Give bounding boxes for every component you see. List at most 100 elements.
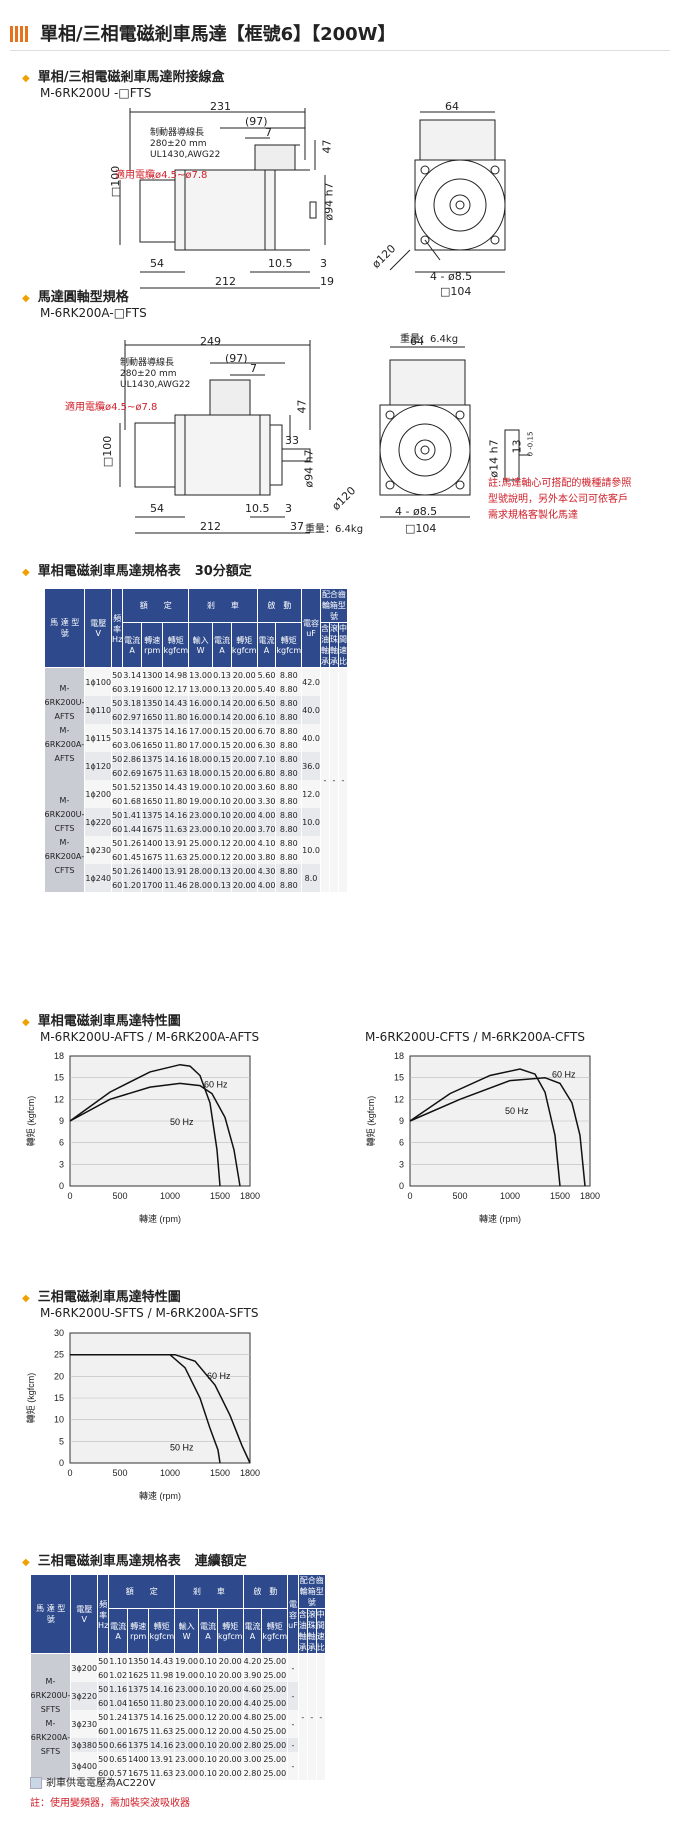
table1-heading: ◆ 單相電磁剎車馬達規格表 30分額定 [22,564,252,579]
value-cell: 11.63 [162,766,190,780]
value-cell: 20.00 [231,864,258,878]
subhead: 輸入 [178,1622,195,1631]
subhead: 轉速 [130,1622,147,1631]
value-cell: 1.04 [108,1696,129,1710]
chart1-title: M-6RK200U-AFTS / M-6RK200A-AFTS [40,1030,260,1044]
voltage-cell: 3ϕ400 [70,1752,99,1780]
voltage-cell: 1ϕ120 [84,752,113,780]
value-cell: 20.00 [217,1668,244,1682]
x-tick-label: 1800 [580,1191,600,1201]
dim-19: 19 [320,275,334,288]
chart-single-phase-afts: 0 3 6 9 12 15 18 0 500 1000 1500 1800 轉速 (rpm) 轉矩 (kg… [25,1051,260,1224]
header-cell: 中間速比 [315,1608,326,1654]
value-cell: 0.14 [212,710,232,724]
table-row: 60 1.04 1650 11.80 23.00 0.10 20.00 4.40 25.00 [31,1696,326,1710]
d2-dim-212: 212 [200,520,221,533]
header-cell: 額 定 [108,1574,176,1609]
dim-47: 47 [320,139,334,154]
value-cell: 13.91 [162,836,190,850]
page-header: 單相/三相電磁剎車馬達【框號6】【200W】 [10,18,670,48]
value-cell: 1400 [127,1752,150,1766]
dim-10-5: 10.5 [268,257,293,270]
header-cell: 電流 A [122,622,143,668]
subhead-unit: kgfcm [262,1632,288,1641]
value-cell: 3.14 [122,724,143,738]
value-cell: 1650 [127,1696,150,1710]
value-cell: 4.10 [257,836,277,850]
value-cell: 20.00 [217,1696,244,1710]
value-cell: 6.70 [257,724,277,738]
value-cell: 14.16 [148,1738,176,1752]
table-row: 3ϕ380 50 0.66 1375 14.16 23.00 0.10 20.00 2.80 25… [31,1738,326,1752]
table-row: 3ϕ230 50 1.24 1375 14.16 25.00 0.12 20.00 4.80 25… [31,1710,326,1738]
table-row: 60 1.20 1700 11.46 28.00 0.13 20.00 4.00 8.80 [45,878,348,892]
value-cell: 3.90 [243,1668,263,1682]
value-cell: 20.00 [231,738,258,752]
dim-total: 231 [210,100,231,113]
cap-unit: uF [306,629,316,638]
value-cell: 11.63 [148,1724,176,1738]
capacitor-cell: - [287,1682,299,1710]
value-cell: 20.00 [217,1738,244,1752]
value-cell: 50 [111,780,124,794]
value-cell: 0.13 [212,878,232,892]
value-cell: 4.00 [257,878,277,892]
header-cell: 配合齒輪箱型號 [297,1574,326,1609]
voltage-cell: 1ϕ110 [84,696,113,724]
value-cell: 14.43 [162,696,190,710]
value-cell: 6.10 [257,710,277,724]
d2-dim-3: 3 [285,502,292,515]
value-cell: 50 [111,864,124,878]
value-cell: 25.00 [261,1710,289,1724]
value-cell: 0.10 [198,1682,218,1696]
value-cell: 16.00 [188,710,214,724]
value-cell: 18.00 [188,752,214,766]
value-cell: 1.68 [122,794,143,808]
value-cell: 8.80 [275,724,303,738]
subhead-unit: kgfcm [231,646,257,655]
value-cell: 4.40 [243,1696,263,1710]
value-cell: 1650 [141,738,164,752]
value-cell: 25.00 [261,1738,289,1752]
value-cell: 1.20 [122,878,143,892]
value-cell: 50 [111,836,124,850]
capacitor-cell: 36.0 [301,752,321,780]
value-cell: 25.00 [261,1696,289,1710]
value-cell: 1350 [141,780,164,794]
x-axis-label: 轉速 (rpm) [479,1213,521,1224]
value-cell: 20.00 [231,808,258,822]
diagram2-cable-note: 制動器導線長 280±20 mm UL1430,AWG22 [120,358,191,390]
header-cell: 轉矩 kgfcm [230,622,258,668]
subhead: 電流 [124,636,141,645]
capacitor-cell: - [287,1738,299,1752]
x-tick-label: 1500 [210,1468,230,1478]
y-tick-label: 9 [399,1116,404,1126]
model-name: M-6RK200A-AFTS [44,726,85,763]
value-cell: 0.13 [212,864,232,878]
d2-dim-total: 249 [200,335,221,348]
cap-unit: uF [288,1620,298,1630]
capacitor-cell: - [287,1710,299,1738]
header-cell: 中間速比 [337,622,348,668]
header-cell: 轉矩 kgfcm [216,1608,244,1654]
chart-single-phase-cfts: 0 3 6 9 12 15 18 0 500 1000 1500 1800 轉速 (rpm) 轉矩 (kg… [365,1051,600,1224]
x-tick-label: 1000 [160,1468,180,1478]
value-cell: 25.00 [261,1724,289,1738]
table-row: 60 1.44 1675 11.63 23.00 0.10 20.00 3.70 8.80 [45,822,348,836]
subhead: 電流 [213,636,230,645]
value-cell: 1625 [127,1668,150,1682]
value-cell: 1.44 [122,822,143,836]
value-cell: 1300 [141,667,164,682]
value-cell: 0.15 [212,738,232,752]
subhead: 轉矩 [266,1622,283,1631]
value-cell: 23.00 [174,1738,200,1752]
table-row: 3ϕ400 50 0.65 1400 13.91 23.00 0.10 20.00 3.00 25… [31,1752,326,1780]
x-tick-label: 0 [407,1191,412,1201]
value-cell: 0.10 [198,1738,218,1752]
model-cell: M-6RK200U-CFTS M-6RK200A-CFTS [44,780,86,892]
value-cell: 23.00 [174,1682,200,1696]
value-cell: 14.16 [162,752,190,766]
x-tick-label: 1800 [240,1191,260,1201]
value-cell: 0.12 [198,1724,218,1738]
capacitor-cell: 40.0 [301,724,321,752]
